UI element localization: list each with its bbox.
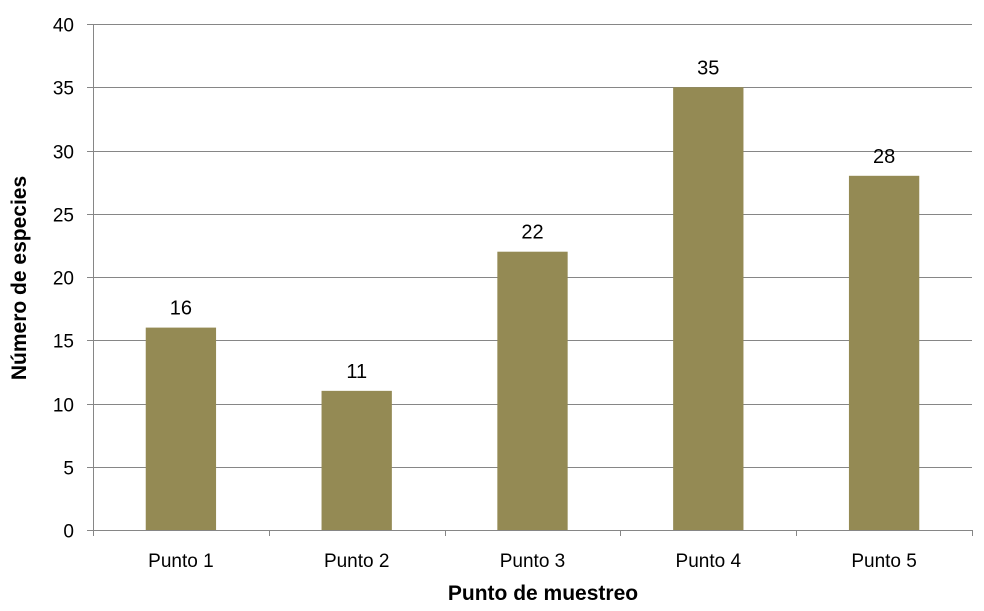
data-label: 28	[873, 146, 895, 168]
x-tick-labels: Punto 1 Punto 2 Punto 3 Punto 4 Punto 5	[148, 551, 917, 572]
bar-5	[848, 175, 920, 531]
y-tick-label: 30	[53, 143, 74, 164]
y-tick-label: 20	[53, 269, 74, 290]
y-tick-label: 10	[53, 396, 74, 417]
data-label: 35	[697, 57, 719, 79]
axes	[87, 24, 973, 536]
x-tick-label: Punto 2	[324, 551, 390, 572]
x-tick-label: Punto 5	[851, 551, 917, 572]
bar-1	[145, 327, 217, 530]
y-axis-title: Número de especies	[8, 176, 31, 380]
bar-2	[321, 390, 392, 530]
data-label: 22	[521, 222, 543, 244]
data-label: 16	[170, 298, 192, 320]
data-label: 11	[346, 361, 367, 383]
y-tick-label: 5	[63, 459, 74, 480]
x-axis-title: Punto de muestreo	[448, 582, 638, 605]
y-tick-labels: 0 5 10 15 20 25 30 35 40	[53, 16, 74, 543]
y-tick-label: 40	[53, 16, 74, 37]
bars	[145, 87, 920, 531]
x-tick-label: Punto 3	[500, 551, 566, 572]
data-labels: 16 11 22 35 28	[170, 57, 895, 383]
y-tick-label: 25	[53, 206, 74, 227]
bar-3	[497, 251, 568, 530]
y-tick-label: 35	[53, 79, 74, 100]
y-tick-label: 0	[63, 522, 74, 543]
y-tick-label: 15	[53, 332, 74, 353]
x-tick-label: Punto 4	[676, 551, 742, 572]
x-tick-label: Punto 1	[148, 551, 214, 572]
bar-4	[673, 87, 744, 530]
